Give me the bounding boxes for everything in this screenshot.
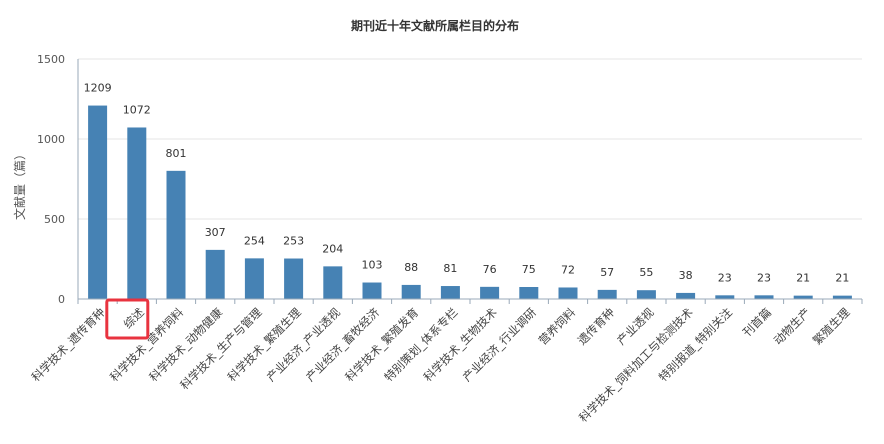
axes bbox=[77, 59, 863, 304]
x-tick-label: 产业经济_畜牧经济 bbox=[303, 305, 382, 384]
data-label: 307 bbox=[205, 226, 226, 239]
data-label: 1072 bbox=[123, 103, 151, 116]
x-tick-label: 动物生产 bbox=[771, 305, 813, 347]
x-tick-label: 科学技术_生物技术 bbox=[421, 305, 500, 384]
data-label: 801 bbox=[166, 147, 187, 160]
data-label: 88 bbox=[404, 261, 418, 274]
highlight-box-layer bbox=[105, 298, 150, 340]
bar[interactable] bbox=[754, 295, 774, 299]
x-tick-label: 遗传育种 bbox=[575, 305, 617, 347]
bar[interactable] bbox=[88, 105, 108, 299]
data-labels: 1209 1072 801 307 254 253 204 103 88 81 76 75 72 57 55… bbox=[84, 82, 850, 285]
bar[interactable] bbox=[676, 292, 696, 299]
bar[interactable] bbox=[636, 290, 656, 299]
bar[interactable] bbox=[323, 266, 343, 299]
bar[interactable] bbox=[480, 286, 500, 299]
data-label: 75 bbox=[522, 263, 536, 276]
data-label: 204 bbox=[322, 242, 343, 255]
bars bbox=[88, 105, 852, 299]
gridlines bbox=[78, 58, 862, 220]
data-label: 55 bbox=[639, 266, 653, 279]
data-label: 72 bbox=[561, 263, 575, 276]
x-tick-label: 科学技术_繁殖生理 bbox=[225, 305, 304, 384]
data-label: 23 bbox=[757, 271, 771, 284]
x-tick-label: 特别策划_体系专栏 bbox=[382, 305, 461, 384]
bar[interactable] bbox=[793, 295, 813, 299]
y-tick-label: 500 bbox=[44, 213, 65, 226]
bar[interactable] bbox=[244, 258, 264, 299]
bar[interactable] bbox=[284, 258, 304, 299]
x-tick-label: 科学技术_遗传育种 bbox=[29, 305, 108, 384]
x-tick-label: 繁殖生理 bbox=[810, 305, 853, 348]
bar[interactable] bbox=[166, 170, 186, 299]
x-tick-label: 综述 bbox=[121, 305, 148, 332]
bar[interactable] bbox=[519, 287, 539, 299]
data-label: 81 bbox=[443, 262, 457, 275]
data-label: 23 bbox=[718, 271, 732, 284]
bar[interactable] bbox=[715, 295, 735, 299]
bar[interactable] bbox=[558, 287, 578, 299]
data-label: 254 bbox=[244, 234, 265, 247]
bar[interactable] bbox=[440, 286, 460, 299]
x-tick-label: 科学技术_动物健康 bbox=[146, 305, 225, 384]
bar[interactable] bbox=[832, 295, 852, 299]
bar[interactable] bbox=[127, 127, 147, 299]
y-axis-ticks: 0 500 1000 1500 bbox=[37, 53, 65, 306]
data-label: 38 bbox=[679, 269, 693, 282]
data-label: 1209 bbox=[84, 82, 112, 95]
bar[interactable] bbox=[362, 282, 382, 299]
x-tick-label: 刊首篇 bbox=[740, 305, 774, 339]
x-tick-label: 营养饲料 bbox=[536, 305, 579, 348]
y-tick-label: 1500 bbox=[37, 53, 65, 66]
data-label: 21 bbox=[796, 272, 810, 285]
data-label: 57 bbox=[600, 266, 614, 279]
category-labels: 科学技术_遗传育种 综述科学技术_营养饲料科学技术_动物健康科学技术_生产与管理科… bbox=[29, 305, 853, 425]
bar[interactable] bbox=[205, 249, 225, 299]
bar[interactable] bbox=[597, 289, 617, 299]
y-axis-label: 文献量（篇） bbox=[12, 148, 27, 220]
chart-title: 期刊近十年文献所属栏目的分布 bbox=[351, 18, 519, 33]
data-label: 253 bbox=[283, 235, 304, 248]
data-label: 21 bbox=[835, 272, 849, 285]
y-tick-label: 1000 bbox=[37, 133, 65, 146]
highlight-box bbox=[105, 298, 150, 340]
y-tick-label: 0 bbox=[58, 293, 65, 306]
x-tick-label: 科学技术_繁殖发育 bbox=[342, 305, 421, 384]
data-label: 76 bbox=[483, 263, 497, 276]
x-tick-label: 产业经济_行业调研 bbox=[460, 305, 539, 384]
x-tick-label: 产业经济_产业透视 bbox=[264, 305, 343, 384]
data-label: 103 bbox=[362, 259, 383, 272]
bar[interactable] bbox=[401, 284, 421, 299]
x-tick-label: 特别报道_特别关注 bbox=[656, 305, 735, 384]
